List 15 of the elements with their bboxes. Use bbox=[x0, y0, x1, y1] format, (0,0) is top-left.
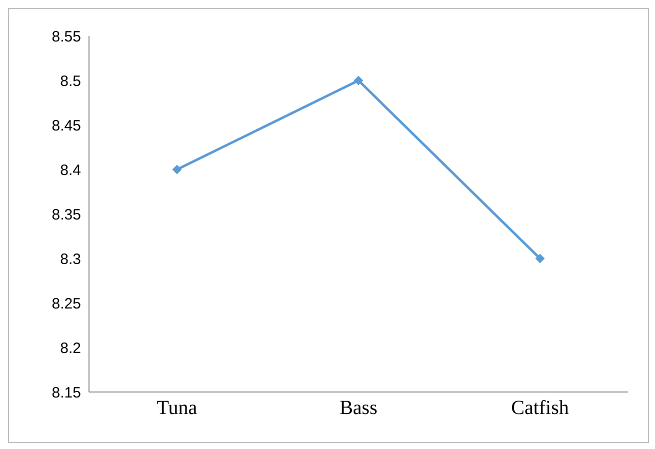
y-tick-label: 8.35 bbox=[52, 206, 81, 224]
y-tick-label: 8.55 bbox=[52, 28, 81, 46]
y-tick-label: 8.2 bbox=[60, 340, 81, 357]
x-tick-label: Bass bbox=[340, 397, 378, 420]
point bbox=[536, 254, 544, 263]
x-tick-label: Catfish bbox=[511, 397, 569, 420]
y-tick-label: 8.45 bbox=[52, 117, 81, 134]
y-tick-label: 8.25 bbox=[52, 295, 81, 312]
x-tick-label: Tuna bbox=[156, 397, 198, 420]
y-tick-label: 8.15 bbox=[52, 384, 81, 402]
point bbox=[172, 165, 182, 174]
y-tick-label: 8.5 bbox=[60, 72, 81, 90]
y-tick-label: 8.4 bbox=[60, 162, 81, 179]
y-tick-label: 8.3 bbox=[60, 250, 81, 268]
point bbox=[354, 76, 363, 85]
